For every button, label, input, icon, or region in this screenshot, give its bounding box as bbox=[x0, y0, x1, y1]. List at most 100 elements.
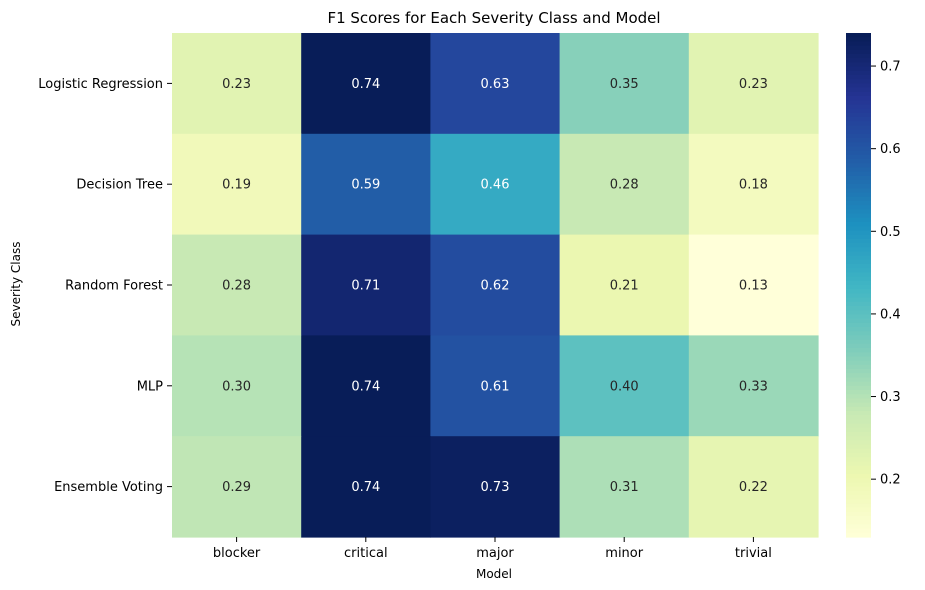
colorbar-segment bbox=[846, 255, 871, 261]
y-tick-label: Random Forest bbox=[65, 279, 163, 294]
colorbar-segment bbox=[846, 150, 871, 156]
colorbar-segment bbox=[846, 79, 871, 84]
colorbar-segment bbox=[846, 444, 871, 450]
colorbar-segment bbox=[846, 503, 871, 509]
heatmap-cell bbox=[559, 234, 690, 336]
colorbar-segment bbox=[846, 507, 871, 513]
heatmap-cell bbox=[688, 335, 819, 437]
colorbar-segment bbox=[846, 532, 871, 538]
heatmap-cell bbox=[172, 33, 302, 135]
colorbar-segment bbox=[846, 406, 871, 412]
y-axis-label: Severity Class bbox=[9, 242, 23, 327]
colorbar-segment bbox=[846, 184, 871, 189]
x-tick-label: critical bbox=[344, 546, 388, 561]
y-tick-label: Decision Tree bbox=[76, 178, 163, 193]
cell-value-label: 0.23 bbox=[222, 77, 251, 92]
colorbar-segment bbox=[846, 129, 871, 135]
colorbar-segment bbox=[846, 33, 871, 38]
heatmap-cell bbox=[430, 133, 561, 236]
colorbar-segment bbox=[846, 528, 871, 534]
colorbar-segment bbox=[846, 297, 871, 303]
x-tick-label: major bbox=[476, 546, 514, 561]
colorbar-segment bbox=[846, 238, 871, 244]
cell-value-label: 0.73 bbox=[481, 480, 510, 495]
colorbar-segment bbox=[846, 87, 871, 93]
colorbar-segment bbox=[846, 285, 871, 290]
colorbar-segment bbox=[846, 322, 871, 328]
x-axis-ticks: blocker critical major minor trivial bbox=[213, 537, 772, 561]
chart-title: F1 Scores for Each Severity Class and Mo… bbox=[327, 9, 660, 27]
colorbar-tick-label: 0.3 bbox=[880, 390, 901, 405]
colorbar-segment bbox=[846, 301, 871, 307]
colorbar-tick-label: 0.7 bbox=[880, 60, 901, 75]
colorbar-segment bbox=[846, 432, 871, 437]
heatmap-cell bbox=[688, 133, 819, 236]
cell-value-label: 0.59 bbox=[351, 178, 380, 193]
cell-value-label: 0.22 bbox=[739, 480, 768, 495]
y-tick-label: Logistic Regression bbox=[38, 77, 163, 92]
colorbar-segment bbox=[846, 474, 871, 479]
colorbar-tick-label: 0.2 bbox=[880, 473, 901, 488]
colorbar-segment bbox=[846, 377, 871, 383]
colorbar-segment bbox=[846, 419, 871, 425]
colorbar-segment bbox=[846, 453, 871, 458]
cell-value-label: 0.13 bbox=[739, 279, 768, 294]
colorbar-segment bbox=[846, 100, 871, 105]
colorbar: 0.2 0.3 0.4 0.5 0.6 0.7 bbox=[846, 33, 901, 538]
colorbar-segment bbox=[846, 482, 871, 488]
colorbar-segment bbox=[846, 209, 871, 215]
colorbar-segment bbox=[846, 276, 871, 282]
colorbar-segment bbox=[846, 457, 871, 462]
colorbar-segment bbox=[846, 310, 871, 315]
cell-value-label: 0.74 bbox=[351, 77, 380, 92]
colorbar-segment bbox=[846, 440, 871, 446]
colorbar-segment bbox=[846, 104, 871, 110]
colorbar-segment bbox=[846, 121, 871, 126]
colorbar-segment bbox=[846, 402, 871, 408]
colorbar-segment bbox=[846, 167, 871, 173]
colorbar-segment bbox=[846, 142, 871, 147]
heatmap-cell bbox=[301, 133, 431, 236]
colorbar-segment bbox=[846, 251, 871, 257]
colorbar-segment bbox=[846, 138, 871, 143]
colorbar-segment bbox=[846, 213, 871, 219]
colorbar-segment bbox=[846, 54, 871, 59]
heatmap-cells: 0.23 0.74 0.63 0.35 0.23 0.19 0.59 0.46 0.28 0.18… bbox=[172, 33, 819, 538]
cell-value-label: 0.29 bbox=[222, 480, 251, 495]
colorbar-segment bbox=[846, 146, 871, 152]
colorbar-segment bbox=[846, 259, 871, 265]
heatmap-cell bbox=[688, 436, 819, 538]
colorbar-segment bbox=[846, 83, 871, 89]
colorbar-segment bbox=[846, 335, 871, 341]
colorbar-segment bbox=[846, 356, 871, 362]
colorbar-segment bbox=[846, 171, 871, 177]
colorbar-segment bbox=[846, 62, 871, 68]
colorbar-segment bbox=[846, 511, 871, 517]
colorbar-segment bbox=[846, 41, 871, 47]
colorbar-segment bbox=[846, 217, 871, 223]
colorbar-segment bbox=[846, 133, 871, 139]
heatmap-cell bbox=[559, 436, 690, 538]
colorbar-segment bbox=[846, 318, 871, 324]
colorbar-segment bbox=[846, 125, 871, 131]
colorbar-segment bbox=[846, 180, 871, 185]
colorbar-segment bbox=[846, 45, 871, 51]
colorbar-segment bbox=[846, 268, 871, 273]
cell-value-label: 0.18 bbox=[739, 178, 768, 193]
colorbar-segment bbox=[846, 159, 871, 164]
heatmap-cell bbox=[172, 133, 302, 236]
colorbar-tick-label: 0.5 bbox=[880, 225, 901, 240]
colorbar-segment bbox=[846, 490, 871, 496]
colorbar-segment bbox=[846, 398, 871, 404]
colorbar-segment bbox=[846, 360, 871, 366]
heatmap-cell bbox=[688, 234, 819, 336]
colorbar-segment bbox=[846, 289, 871, 294]
heatmap-cell bbox=[559, 33, 690, 135]
colorbar-segment bbox=[846, 495, 871, 500]
colorbar-segment bbox=[846, 96, 871, 101]
colorbar-segment bbox=[846, 390, 871, 395]
cell-value-label: 0.28 bbox=[610, 178, 639, 193]
heatmap-cell bbox=[430, 436, 561, 538]
colorbar-segment bbox=[846, 230, 871, 236]
cell-value-label: 0.21 bbox=[610, 279, 639, 294]
